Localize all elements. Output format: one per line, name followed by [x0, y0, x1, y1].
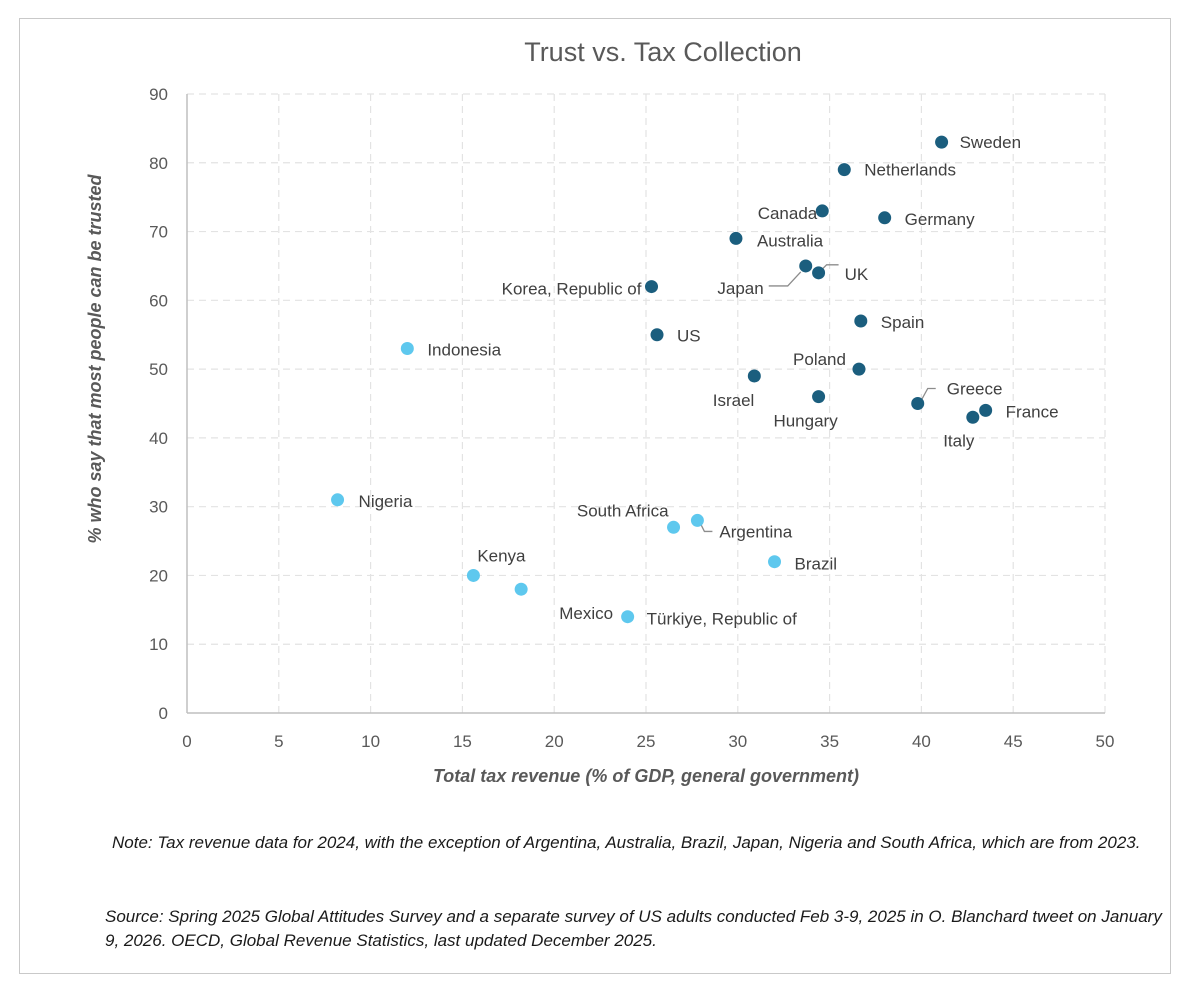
data-point — [650, 328, 664, 342]
leader-line — [768, 271, 802, 287]
point-label: Indonesia — [427, 340, 501, 359]
data-point — [979, 403, 993, 417]
y-tick-label: 60 — [149, 291, 168, 310]
data-point — [815, 204, 829, 218]
y-tick-label: 80 — [149, 154, 168, 173]
x-tick-label: 30 — [728, 732, 747, 751]
point-label: Germany — [905, 210, 975, 229]
x-tick-label: 0 — [182, 732, 191, 751]
data-point — [729, 231, 743, 245]
data-point — [911, 397, 925, 410]
data-point — [854, 314, 868, 328]
leader-lines — [699, 264, 936, 533]
y-tick-label: 50 — [149, 360, 168, 379]
point-label: Poland — [793, 350, 846, 369]
point-label: France — [1006, 402, 1059, 421]
source-text: Source: Spring 2025 Global Attitudes Sur… — [105, 907, 1162, 950]
data-point — [768, 555, 782, 569]
data-point — [966, 410, 980, 424]
point-label: Brazil — [795, 555, 838, 574]
point-label: Türkiye, Republic of — [647, 610, 798, 629]
leader-line — [821, 264, 839, 271]
x-tick-label: 40 — [912, 732, 931, 751]
x-axis-label: Total tax revenue (% of GDP, general gov… — [433, 766, 859, 786]
point-label: Canada — [758, 204, 818, 223]
data-point — [747, 369, 761, 383]
note-text: Note: Tax revenue data for 2024, with th… — [112, 833, 1141, 852]
data-point — [878, 211, 892, 225]
point-label: Hungary — [773, 412, 838, 431]
data-point — [400, 341, 414, 355]
y-tick-label: 10 — [149, 635, 168, 654]
point-label: Italy — [943, 431, 975, 450]
chart-frame — [19, 18, 1171, 974]
x-tick-label: 15 — [453, 732, 472, 751]
chart-title: Trust vs. Tax Collection — [524, 37, 802, 67]
gridlines — [187, 93, 1106, 713]
x-tick-label: 25 — [637, 732, 656, 751]
y-axis-label: % who say that most people can be truste… — [85, 173, 105, 543]
x-tick-label: 20 — [545, 732, 564, 751]
data-point — [812, 266, 826, 280]
data-point — [331, 493, 345, 507]
x-tick-label: 50 — [1096, 732, 1115, 751]
x-tick-label: 45 — [1004, 732, 1023, 751]
point-label: South Africa — [577, 501, 669, 520]
point-label: Nigeria — [359, 492, 413, 511]
point-label: Spain — [881, 313, 924, 332]
point-label: Argentina — [719, 522, 792, 541]
data-point — [667, 520, 681, 534]
x-tick-label: 10 — [361, 732, 380, 751]
data-point — [812, 390, 826, 404]
y-tick-label: 70 — [149, 223, 168, 242]
y-tick-label: 0 — [159, 704, 168, 723]
point-label: Israel — [713, 391, 755, 410]
point-label: Australia — [757, 231, 824, 250]
point-label: UK — [845, 265, 869, 284]
y-tick-label: 90 — [149, 85, 168, 104]
data-point — [621, 610, 635, 624]
point-label: Kenya — [477, 546, 526, 565]
y-tick-label: 30 — [149, 498, 168, 517]
point-label: Greece — [947, 380, 1003, 399]
point-label: Mexico — [559, 604, 613, 623]
point-label: US — [677, 327, 701, 346]
x-tick-label: 5 — [274, 732, 283, 751]
point-label: Japan — [717, 279, 763, 298]
data-point — [852, 362, 866, 376]
data-points — [331, 135, 993, 624]
data-point — [514, 582, 528, 596]
data-point — [935, 135, 949, 149]
data-point — [645, 280, 659, 294]
x-tick-label: 35 — [820, 732, 839, 751]
data-point — [466, 568, 480, 582]
y-tick-label: 40 — [149, 429, 168, 448]
point-label: Sweden — [960, 133, 1021, 152]
point-label: Netherlands — [864, 161, 956, 180]
data-point — [799, 259, 813, 273]
data-point — [837, 163, 851, 177]
point-label: Korea, Republic of — [502, 280, 642, 299]
leader-line — [921, 387, 936, 400]
leader-line — [699, 523, 713, 533]
data-point — [690, 513, 704, 527]
y-tick-label: 20 — [149, 566, 168, 585]
axes: 0 10 20 30 40 50 60 70 80 90 0 5 10 15 20 25 30 35 40 45 50 — [149, 85, 1114, 751]
